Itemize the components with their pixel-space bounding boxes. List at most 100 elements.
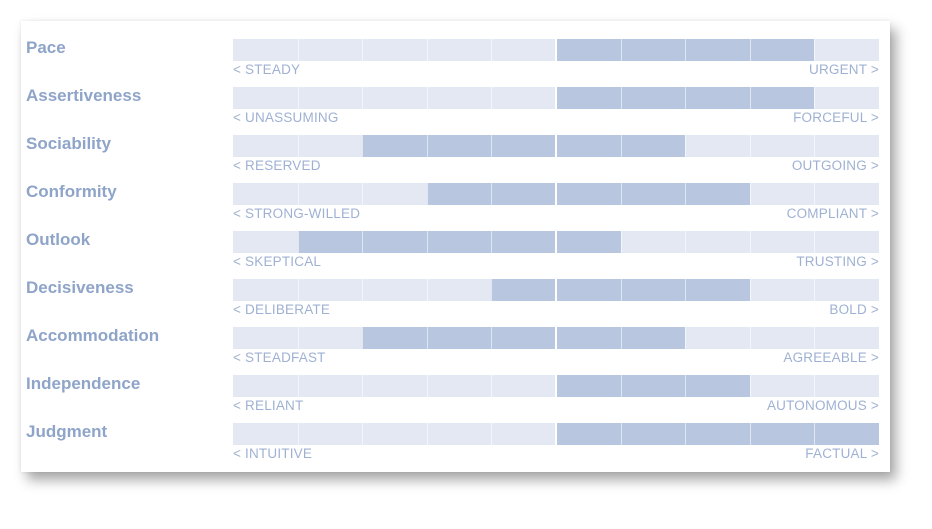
- grid-line: [362, 327, 364, 349]
- grid-line: [685, 87, 687, 109]
- grid-line: [362, 279, 364, 301]
- grid-line: [749, 279, 751, 301]
- trait-label: Decisiveness: [26, 278, 134, 297]
- center-line: [555, 375, 557, 397]
- left-pole-label: < STRONG-WILLED: [233, 206, 361, 221]
- trait-row: Accommodation < STEADFAST AGREEABLE >: [21, 309, 890, 365]
- grid-line: [749, 183, 751, 205]
- grid-line: [362, 231, 364, 253]
- right-pole-label: OUTGOING >: [791, 158, 879, 173]
- left-pole-label: < UNASSUMING: [233, 110, 339, 125]
- right-pole-label: COMPLIANT >: [786, 206, 879, 221]
- grid-line: [814, 87, 816, 109]
- center-line: [555, 327, 557, 349]
- grid-line: [426, 423, 428, 445]
- grid-line: [685, 183, 687, 205]
- grid-line: [620, 87, 622, 109]
- grid-line: [685, 135, 687, 157]
- trait-bar: [556, 375, 750, 397]
- left-pole-label: < STEADFAST: [233, 350, 326, 365]
- right-pole-label: FACTUAL >: [805, 446, 879, 461]
- grid-line: [297, 87, 299, 109]
- right-pole-label: TRUSTING >: [796, 254, 879, 269]
- grid-line: [491, 87, 493, 109]
- left-pole-label: < RESERVED: [233, 158, 321, 173]
- trait-bar: [297, 231, 621, 253]
- grid-line: [814, 39, 816, 61]
- trait-track: [233, 183, 879, 205]
- trait-row: Outlook < SKEPTICAL TRUSTING >: [21, 213, 890, 269]
- grid-line: [685, 39, 687, 61]
- trait-label: Judgment: [26, 422, 108, 441]
- grid-line: [426, 135, 428, 157]
- trait-track: [233, 327, 879, 349]
- trait-bar: [362, 327, 686, 349]
- grid-line: [685, 279, 687, 301]
- grid-line: [426, 375, 428, 397]
- right-pole-label: AUTONOMOUS >: [766, 398, 879, 413]
- center-line: [555, 183, 557, 205]
- grid-line: [749, 231, 751, 253]
- grid-line: [426, 39, 428, 61]
- right-pole-label: AGREEABLE >: [783, 350, 879, 365]
- grid-line: [749, 375, 751, 397]
- trait-row: Decisiveness < DELIBERATE BOLD >: [21, 261, 890, 317]
- grid-line: [297, 39, 299, 61]
- grid-line: [491, 231, 493, 253]
- trait-bar: [556, 423, 879, 445]
- center-line: [555, 39, 557, 61]
- grid-line: [491, 423, 493, 445]
- trait-track: [233, 39, 879, 61]
- grid-line: [491, 135, 493, 157]
- trait-label: Accommodation: [26, 326, 160, 345]
- trait-row: Assertiveness < UNASSUMING FORCEFUL >: [21, 69, 890, 125]
- left-pole-label: < SKEPTICAL: [233, 254, 322, 269]
- trait-label: Conformity: [26, 182, 117, 201]
- grid-line: [620, 375, 622, 397]
- grid-line: [491, 375, 493, 397]
- grid-line: [620, 279, 622, 301]
- grid-line: [362, 183, 364, 205]
- trait-track: [233, 231, 879, 253]
- trait-track: [233, 279, 879, 301]
- grid-line: [685, 327, 687, 349]
- right-pole-label: BOLD >: [829, 302, 879, 317]
- right-pole-label: URGENT >: [809, 62, 879, 77]
- grid-line: [297, 423, 299, 445]
- trait-track: [233, 87, 879, 109]
- grid-line: [491, 183, 493, 205]
- grid-line: [620, 183, 622, 205]
- grid-line: [814, 135, 816, 157]
- trait-bar: [362, 135, 686, 157]
- trait-row: Independence < RELIANT AUTONOMOUS >: [21, 357, 890, 413]
- trait-label: Pace: [26, 38, 66, 57]
- grid-line: [362, 375, 364, 397]
- grid-line: [620, 135, 622, 157]
- grid-line: [685, 423, 687, 445]
- grid-line: [426, 279, 428, 301]
- grid-line: [749, 39, 751, 61]
- left-pole-label: < RELIANT: [233, 398, 304, 413]
- center-line: [555, 87, 557, 109]
- grid-line: [814, 375, 816, 397]
- grid-line: [426, 183, 428, 205]
- trait-row: Pace < STEADY URGENT >: [21, 21, 890, 77]
- trait-track: [233, 135, 879, 157]
- trait-label: Outlook: [26, 230, 91, 249]
- grid-line: [426, 87, 428, 109]
- grid-line: [814, 231, 816, 253]
- grid-line: [362, 39, 364, 61]
- trait-bar: [426, 183, 750, 205]
- center-line: [555, 135, 557, 157]
- grid-line: [620, 39, 622, 61]
- grid-line: [297, 375, 299, 397]
- grid-line: [814, 279, 816, 301]
- grid-line: [426, 231, 428, 253]
- grid-line: [297, 231, 299, 253]
- trait-track: [233, 423, 879, 445]
- grid-line: [297, 135, 299, 157]
- grid-line: [620, 423, 622, 445]
- grid-line: [685, 375, 687, 397]
- trait-row: Conformity < STRONG-WILLED COMPLIANT >: [21, 165, 890, 221]
- grid-line: [814, 423, 816, 445]
